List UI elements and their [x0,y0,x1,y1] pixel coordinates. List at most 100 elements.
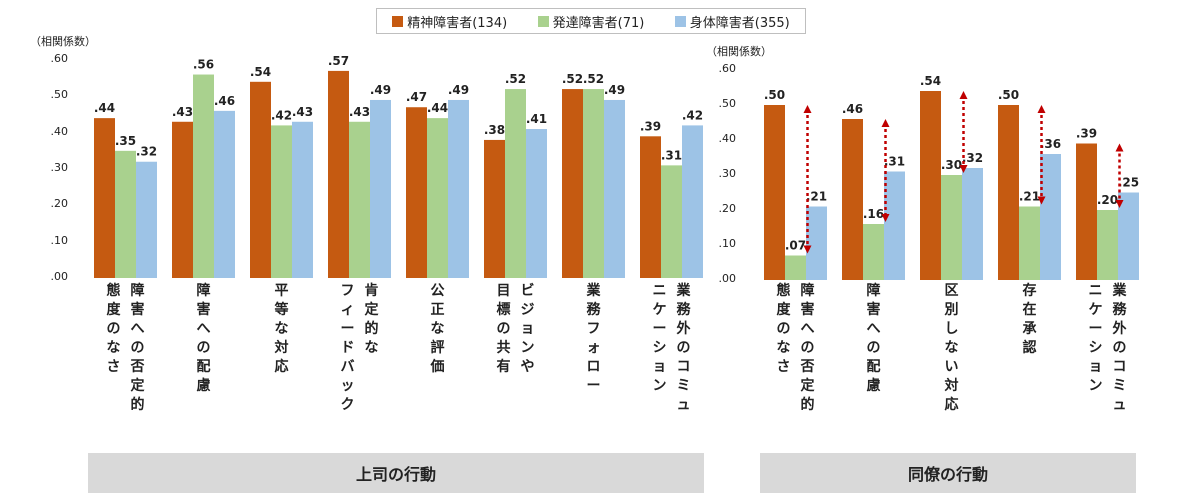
left-category-label: 肯定的な [364,283,379,356]
left-y-tick: .20 [50,197,69,211]
left-bar-value-label: .43 [172,105,193,119]
left-bar-value-label: .43 [349,105,370,119]
right-bar-physical [962,168,983,280]
right-category-label: 区別しない対応 [944,283,959,413]
left-category-label: 平等な対応 [274,283,289,375]
left-bar-physical [214,110,235,278]
left-category-label: 障害への配慮 [196,283,211,394]
right-bar-value-label: .30 [941,158,962,172]
left-category-label: フィードバック [340,283,355,413]
right-bar-value-label: .50 [764,88,785,102]
right-bar-mental [920,91,941,280]
right-bar-value-label: .32 [962,151,983,165]
right-category-label: 障害への配慮 [866,283,881,394]
right-bar-physical [884,171,905,280]
left-category-label: 業務外のコミュ [676,283,691,413]
legend-swatch-mental [392,15,404,27]
legend-item-mental: 精神障害者(134) [392,12,507,31]
right-bar-developmental [785,255,806,280]
chart-legend: 精神障害者(134) 発達障害者(71) 身体障害者(355) [376,8,806,34]
right-bar-value-label: .54 [920,74,941,88]
left-bar-value-label: .47 [406,90,427,104]
left-bar-mental [562,89,583,278]
right-bar-value-label: .20 [1097,193,1118,207]
left-bar-value-label: .39 [640,119,661,133]
right-bar-value-label: .36 [1040,137,1061,151]
legend-label-physical: 身体障害者(355) [689,15,790,31]
left-bar-developmental [193,74,214,279]
left-bar-mental [94,118,115,278]
left-y-tick: .60 [50,52,69,65]
left-category-label: 業務フォロー [586,283,601,394]
right-bar-developmental [863,224,884,280]
left-bar-value-label: .56 [193,58,214,72]
right-bar-developmental [1019,206,1040,280]
right-y-tick: .30 [718,167,737,180]
right-y-axis-label: （相関係数） [706,45,772,58]
left-category-label: ビジョンや [520,283,535,375]
right-category-label: 態度のなさ [776,283,791,375]
left-y-tick: .40 [50,124,69,138]
left-bar-value-label: .54 [250,65,271,79]
left-bar-developmental [505,89,526,278]
left-bar-mental [640,136,661,278]
left-bar-value-label: .32 [136,145,157,159]
left-bar-mental [250,81,271,278]
right-bar-value-label: .21 [1019,190,1040,204]
left-bar-mental [484,139,505,278]
right-panel-title: 同僚の行動 [760,453,1136,493]
left-bar-mental [328,70,349,279]
left-category-label: 態度のなさ [106,283,121,375]
left-category-label: 公正な評価 [430,283,445,375]
right-y-tick: .10 [718,237,737,250]
right-category-label: 存在承認 [1022,283,1037,356]
left-bar-value-label: .44 [94,101,115,115]
left-bar-value-label: .31 [661,148,682,162]
left-bar-developmental [661,165,682,278]
left-bar-value-label: .44 [427,101,448,115]
right-bar-mental [764,105,785,280]
right-bar-value-label: .31 [884,155,905,169]
left-category-label: 障害への否定的 [130,283,145,413]
right-bar-value-label: .39 [1076,127,1097,141]
right-panel-bars: .50 .07 .21 .46 .16 .31 .54 .30.32 .50 .21 .36 .39.… [764,74,1139,280]
right-bar-physical [806,206,827,280]
right-bar-value-label: .50 [998,88,1019,102]
left-panel-bars: .44.35.32.43.56.46.54.42.43.57.43.49.47.… [94,54,703,279]
right-category-label: 障害への否定的 [800,283,815,413]
left-bar-physical [136,161,157,278]
left-bar-value-label: .41 [526,112,547,126]
legend-item-developmental: 発達障害者(71) [537,12,644,31]
left-bar-value-label: .35 [115,134,136,148]
right-bar-mental [1076,143,1097,280]
left-bar-physical [526,129,547,278]
left-y-axis-label: （相関係数） [30,35,96,48]
left-panel-title-text: 上司の行動 [355,465,436,484]
right-category-label: ニケーション [1088,283,1103,394]
left-bar-mental [406,107,427,278]
right-bar-mental [998,105,1019,280]
right-panel-title-text: 同僚の行動 [907,465,988,484]
left-bar-physical [448,99,469,278]
right-category-label: 業務外のコミュ [1112,283,1127,413]
left-bar-developmental [115,150,136,278]
left-bar-value-label: .38 [484,123,505,137]
left-bar-value-label: .46 [214,94,235,108]
right-bar-physical [1040,154,1061,280]
right-y-tick: .20 [718,202,737,215]
right-bar-physical [1118,192,1139,280]
legend-item-physical: 身体障害者(355) [674,12,790,31]
left-bar-mental [172,121,193,279]
left-category-label: ニケーション [652,283,667,394]
left-y-tick: .10 [50,233,69,247]
left-bar-developmental [427,118,448,278]
right-bar-value-label: .16 [863,207,884,221]
left-panel-title: 上司の行動 [88,453,704,493]
right-y-tick: .40 [718,132,737,145]
left-bar-value-label: .52 [505,72,526,86]
left-bar-physical [292,121,313,279]
legend-swatch-physical [674,15,686,27]
left-bar-value-label: .52 [562,72,583,86]
left-y-tick: .00 [50,270,69,283]
